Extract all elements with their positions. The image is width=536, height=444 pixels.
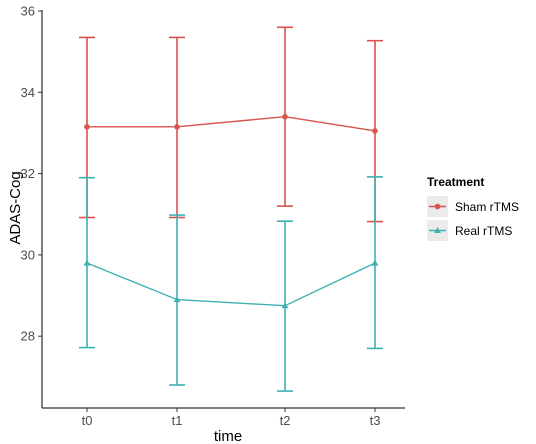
legend: Treatment Sham rTMS Real rTMS — [427, 175, 519, 241]
y-tick-label: 30 — [21, 247, 35, 262]
x-tick-label: t3 — [370, 413, 381, 428]
plot-area — [79, 26, 383, 392]
data-point — [281, 302, 289, 309]
legend-key — [427, 220, 448, 241]
series-line — [87, 115, 376, 132]
legend-key-marker — [434, 227, 441, 234]
y-tick-label: 32 — [21, 166, 35, 181]
data-point — [371, 259, 379, 266]
legend-label: Real rTMS — [455, 224, 512, 238]
data-point — [174, 124, 180, 130]
series-sham-rtms — [79, 26, 383, 223]
data-point — [173, 296, 181, 303]
x-tick-label: t2 — [280, 413, 291, 428]
data-point — [282, 113, 288, 120]
data-point — [372, 128, 378, 134]
data-point — [83, 259, 91, 266]
x-axis-title: time — [214, 428, 242, 444]
legend-key — [427, 196, 448, 217]
legend-key-marker — [434, 203, 441, 210]
y-axis-title: ADAS-Cog — [7, 171, 24, 244]
y-tick-label: 28 — [21, 329, 35, 344]
legend-label: Sham rTMS — [455, 200, 519, 214]
series-real-rtms — [79, 176, 383, 392]
y-tick-label: 34 — [21, 85, 35, 100]
series-line — [86, 262, 376, 307]
data-point — [84, 124, 90, 130]
x-tick-label: t0 — [82, 413, 93, 428]
x-tick-label: t1 — [172, 413, 183, 428]
axes: 28 30 32 34 36 t0 t1 t2 t3 — [21, 4, 405, 428]
legend-title: Treatment — [427, 175, 484, 189]
y-tick-label: 36 — [21, 4, 35, 19]
